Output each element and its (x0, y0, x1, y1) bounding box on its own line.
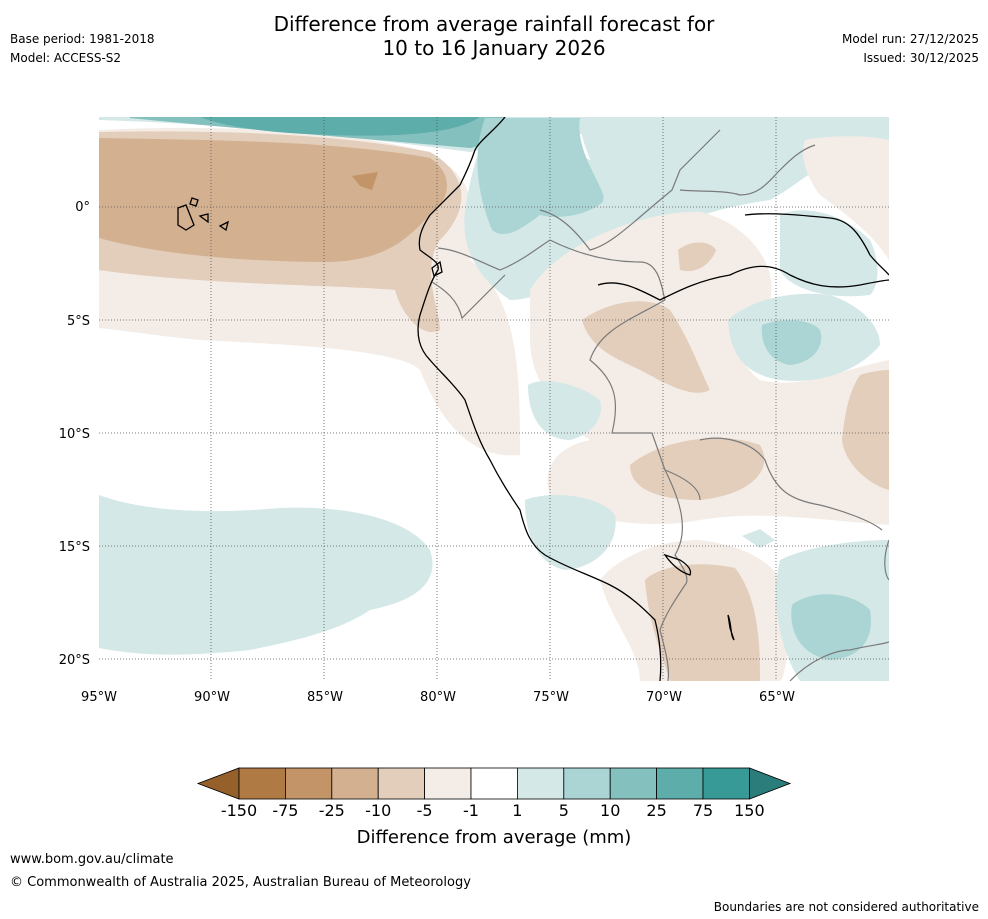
country-borders (431, 129, 889, 681)
anomaly-region-wet-peru-coast (525, 495, 616, 570)
coastline-pacific (417, 117, 662, 681)
title-line-1: Difference from average rainfall forecas… (273, 12, 715, 36)
lon-label-90w: 90°W (194, 690, 230, 705)
colorbar-tick-label: -150 (221, 801, 257, 820)
lon-label-80w: 80°W (420, 690, 456, 705)
anomaly-region-dry-25 (99, 138, 447, 262)
anomaly-region-dry-north-small (678, 242, 716, 272)
anomaly-region-wet-pacific (99, 495, 433, 655)
disclaimer-text: Boundaries are not considered authoritat… (713, 900, 979, 914)
coastline-lake-titicaca (663, 553, 692, 576)
coastlines (177, 117, 889, 681)
anomaly-region-dry-peru (582, 301, 710, 393)
anomaly-region-dry-75 (352, 172, 378, 190)
border-colombia-venezuela (539, 129, 721, 251)
lon-label-70w: 70°W (646, 690, 682, 705)
colorbar-segment-m1-1 (470, 767, 518, 800)
border-ecuador-peru (431, 274, 506, 320)
colorbar-ticks: -150 -75 -25 -10 -5 -1 1 5 10 25 75 150 (221, 801, 765, 820)
colorbar-segment-m5-m1 (424, 767, 472, 800)
galapagos-island-4 (198, 213, 209, 224)
colorbar-tick-label: 1 (512, 801, 522, 820)
border-colombia-ecuador (437, 239, 551, 271)
gridlines (99, 117, 889, 681)
anomaly-region-wet-strong-north (200, 117, 480, 136)
copyright-text: © Commonwealth of Australia 2025, Austra… (10, 875, 471, 890)
colorbar-tick-label: 10 (600, 801, 620, 820)
border-bolivia-paraguay (789, 641, 889, 681)
anomaly-region-wet-brazil (761, 320, 822, 365)
lat-label-5s: 5°S (67, 314, 90, 329)
coastline-amazon-river (597, 265, 889, 301)
anomaly-region-wet-small-patch (742, 529, 775, 548)
title-line-2: 10 to 16 January 2026 (382, 36, 606, 60)
border-colombia-peru (549, 239, 666, 301)
colorbar-segments (196, 767, 792, 800)
galapagos-island-1 (177, 204, 195, 231)
anomaly-region-wet-brazil-north (780, 210, 878, 297)
colorbar-segment-m25-m10 (331, 767, 379, 800)
colorbar-tick-label: -10 (365, 801, 391, 820)
issued-text: Issued: 30/12/2025 (863, 51, 979, 65)
colorbar-tick-label: 25 (646, 801, 666, 820)
anomaly-region-wet-colombia (477, 118, 605, 235)
base-period-text: Base period: 1981-2018 (10, 32, 155, 46)
colorbar-tick-label: -5 (417, 801, 433, 820)
border-bolivia-chile (659, 584, 686, 681)
anomaly-region-dry-amazon-light-east (803, 136, 889, 260)
colorbar-segment-p25-p75 (656, 767, 704, 800)
lat-label-0: 0° (75, 200, 90, 215)
colorbar-segment-m75-m25 (284, 767, 333, 800)
lat-label-20s: 20°S (59, 653, 90, 668)
rainfall-anomaly-map: 0° 5°S 10°S 15°S 20°S 95°W 90°W 85°W 80°… (59, 117, 889, 705)
colorbar-tick-label: 5 (559, 801, 569, 820)
lake-poopo (727, 614, 735, 641)
colorbar-segment-m10-m5 (377, 767, 426, 800)
galapagos-island-3 (218, 220, 229, 232)
colorbar-tick-label: -75 (272, 801, 298, 820)
map-area (99, 117, 889, 681)
border-bolivia-brazil (699, 437, 883, 531)
colorbar-extend-high (749, 767, 792, 800)
anomaly-region-dry-amazon-light (530, 211, 889, 525)
colorbar-segment-p75-p150 (702, 767, 750, 800)
colorbar-segment-p10-p25 (609, 767, 658, 800)
colorbar-extend-low (196, 767, 240, 800)
lon-label-85w: 85°W (307, 690, 343, 705)
anomaly-region-dry-altiplano (645, 564, 760, 681)
colorbar-tick-label: 150 (734, 801, 765, 820)
border-venezuela-brazil (679, 144, 816, 196)
colorbar-segment-p5-p10 (563, 767, 611, 800)
anomaly-region-wet-southeast (791, 594, 871, 660)
coastline-amazon-north (744, 213, 889, 276)
border-east (884, 539, 889, 581)
lon-label-95w: 95°W (81, 690, 117, 705)
website-link[interactable]: www.bom.gov.au/climate (10, 852, 174, 867)
model-text: Model: ACCESS-S2 (10, 51, 122, 65)
galapagos-island-2 (189, 197, 199, 207)
colorbar-tick-label: 75 (693, 801, 713, 820)
colorbar-segment-p1-p5 (517, 767, 565, 800)
anomaly-region-dry-east-brazil (842, 370, 889, 490)
border-peru-bolivia (664, 469, 688, 586)
colorbar-segment-m150-m75 (238, 767, 286, 800)
colorbar-tick-label: -25 (319, 801, 345, 820)
lon-label-65w: 65°W (759, 690, 795, 705)
lat-label-15s: 15°S (59, 540, 90, 555)
border-peru-brazil (589, 299, 701, 501)
colorbar-title: Difference from average (mm) (357, 827, 632, 848)
colorbar-tick-label: -1 (463, 801, 479, 820)
lon-label-75w: 75°W (533, 690, 569, 705)
lat-label-10s: 10°S (59, 427, 90, 442)
anomaly-region-dry-bolivia (630, 437, 765, 500)
model-run-text: Model run: 27/12/2025 (841, 32, 979, 46)
gulf-guayaquil-island (431, 260, 443, 277)
anomaly-region-wet-peru-inland (528, 380, 601, 440)
